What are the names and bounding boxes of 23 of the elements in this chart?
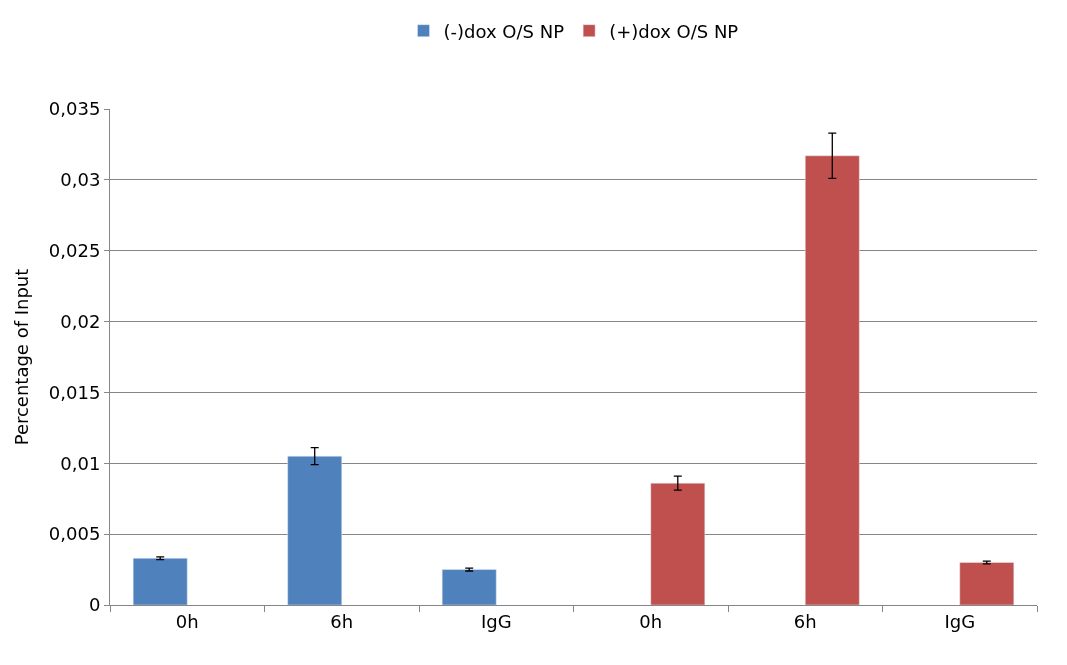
legend-label: (-)dox O/S NP xyxy=(443,20,565,42)
bar xyxy=(441,569,497,605)
x-tick-label: 0h xyxy=(175,610,199,632)
bar xyxy=(959,562,1015,605)
bar xyxy=(650,482,706,605)
x-tick-label: 6h xyxy=(793,610,817,632)
bar xyxy=(805,155,860,605)
y-tick-label: 0,025 xyxy=(48,240,101,262)
y-axis-title: Percentage of Input xyxy=(11,268,33,446)
y-tick-label: 0,035 xyxy=(48,98,101,120)
y-tick-label: 0,03 xyxy=(60,169,101,191)
bar xyxy=(132,557,188,605)
x-tick-label: IgG xyxy=(944,610,976,632)
x-tick-label: 6h xyxy=(330,610,354,632)
y-tick-label: 0,01 xyxy=(60,452,101,474)
y-tick-label: 0,005 xyxy=(48,523,101,545)
y-tick-label: 0 xyxy=(88,594,101,616)
y-tick-label: 0,015 xyxy=(48,381,101,403)
legend-label: (+)dox O/S NP xyxy=(609,20,739,42)
x-tick-label: IgG xyxy=(480,610,512,632)
y-tick-label: 0,02 xyxy=(60,310,101,332)
x-tick-label: 0h xyxy=(639,610,663,632)
bar xyxy=(287,455,342,605)
